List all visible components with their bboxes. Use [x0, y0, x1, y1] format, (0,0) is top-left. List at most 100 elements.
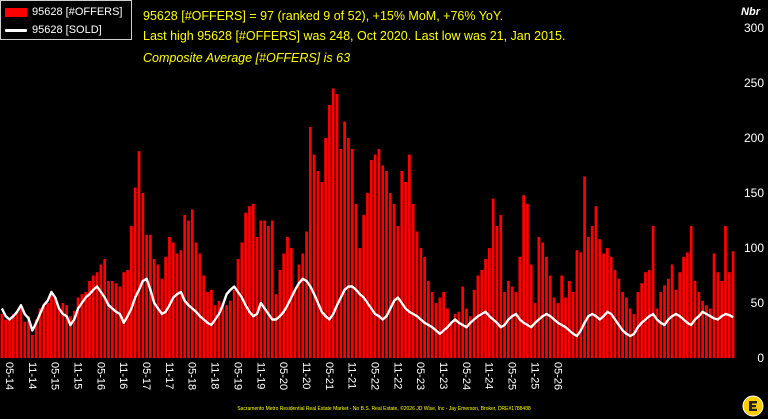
offers-bar — [411, 204, 415, 358]
x-tick-label: 05-26 — [551, 362, 563, 390]
offers-bar — [602, 253, 605, 358]
offers-bar — [168, 237, 171, 358]
offers-bar — [107, 281, 110, 358]
offers-bar — [72, 310, 76, 358]
annotation-current: 95628 [#OFFERS] = 97 (ranked 9 of 52), +… — [143, 9, 504, 23]
offers-bar — [23, 321, 27, 358]
offers-bar — [369, 160, 373, 358]
offers-bar — [362, 215, 366, 358]
offers-bar — [522, 195, 526, 358]
offers-bar — [670, 264, 674, 358]
offers-bar — [289, 248, 293, 358]
offers-bar — [686, 252, 689, 358]
offers-bar — [301, 253, 305, 358]
offers-bar — [145, 234, 148, 358]
offers-bar — [541, 242, 545, 358]
sold-series-line — [0, 277, 734, 338]
offers-bar — [232, 289, 236, 358]
offers-bar — [495, 226, 499, 358]
offers-bar — [457, 311, 461, 358]
offers-bar — [183, 215, 187, 358]
offers-bar — [171, 242, 175, 358]
offers-bar — [388, 193, 392, 358]
offers-bar — [103, 259, 107, 358]
y-tick-label: 250 — [744, 76, 764, 90]
offers-bar — [560, 275, 564, 358]
offers-bar — [274, 294, 278, 358]
offers-bar — [110, 281, 114, 358]
offers-bar — [297, 264, 301, 358]
offers-bar — [255, 237, 259, 358]
x-axis-ticks: 05-14 11-14 05-15 11-15 05-16 11-16 05-17 11-17… — [3, 362, 563, 390]
offers-bar — [590, 226, 594, 358]
offers-bar — [88, 281, 91, 358]
offers-bar — [381, 165, 385, 358]
x-tick-label: 11-15 — [72, 362, 84, 389]
offers-bar — [644, 272, 647, 358]
annotation-average: Composite Average [#OFFERS] is 63 — [143, 51, 351, 65]
offers-bar — [251, 204, 255, 358]
x-tick-label: 05-24 — [460, 362, 472, 390]
offers-bar — [4, 319, 8, 358]
x-tick-label: 05-19 — [231, 362, 243, 390]
x-tick-label: 05-20 — [277, 362, 289, 390]
offers-bar — [244, 212, 247, 358]
offers-bar — [674, 289, 678, 358]
offers-bar — [331, 88, 335, 358]
offers-bar — [130, 226, 133, 358]
x-tick-label: 05-21 — [323, 362, 335, 390]
x-tick-label: 05-16 — [94, 362, 106, 390]
offers-bar — [95, 272, 99, 358]
offers-bar — [537, 237, 541, 358]
offers-bar — [701, 300, 704, 358]
offers-bar — [396, 226, 400, 358]
offers-bar — [53, 297, 57, 358]
offers-bar — [583, 176, 586, 358]
offers-bar — [42, 305, 46, 358]
x-tick-label: 11-14 — [26, 362, 38, 389]
offers-bar — [499, 215, 503, 358]
offers-bar — [427, 281, 430, 358]
x-tick-label: 11-18 — [209, 362, 221, 389]
offers-bar — [347, 138, 350, 358]
offers-bar — [716, 272, 720, 358]
offers-bar — [430, 292, 434, 358]
offers-bar — [217, 300, 221, 358]
offers-bar — [533, 303, 537, 358]
y-axis-unit-label: Nbr — [741, 6, 760, 18]
offers-bar — [309, 127, 312, 358]
offers-bar — [270, 220, 274, 358]
offers-bar — [61, 303, 65, 358]
offers-bar — [141, 193, 145, 358]
offers-bar — [198, 253, 202, 358]
offers-bar — [659, 292, 663, 358]
offers-bar — [708, 308, 712, 358]
offers-bar — [594, 206, 598, 358]
offers-bar — [229, 300, 232, 358]
offers-bar — [324, 138, 327, 358]
offers-bar — [38, 308, 42, 358]
x-tick-label: 11-17 — [163, 362, 175, 389]
offers-bar — [187, 220, 190, 358]
offers-bar — [446, 308, 449, 358]
offers-bar — [647, 270, 651, 358]
x-tick-label: 05-17 — [140, 362, 152, 390]
offers-bar — [160, 278, 164, 358]
offers-bar — [438, 297, 442, 358]
x-tick-label: 11-19 — [254, 362, 266, 389]
offers-bar — [316, 171, 320, 358]
offers-bar — [468, 316, 472, 358]
offers-bar — [69, 316, 72, 358]
y-tick-label: 100 — [744, 241, 764, 255]
offers-bar — [545, 256, 548, 358]
legend-label-sold: 95628 [SOLD] — [32, 24, 102, 36]
offers-bar — [587, 237, 590, 358]
offers-bar — [194, 242, 198, 358]
offers-bar — [487, 248, 491, 358]
y-tick-label: 50 — [751, 296, 765, 310]
annotation-high-low: Last high 95628 [#OFFERS] was 248, Oct 2… — [143, 29, 566, 43]
offers-bar — [609, 256, 613, 358]
x-tick-label: 11-22 — [391, 362, 403, 389]
offers-bar — [697, 292, 701, 358]
x-tick-label: 05-14 — [3, 362, 15, 390]
